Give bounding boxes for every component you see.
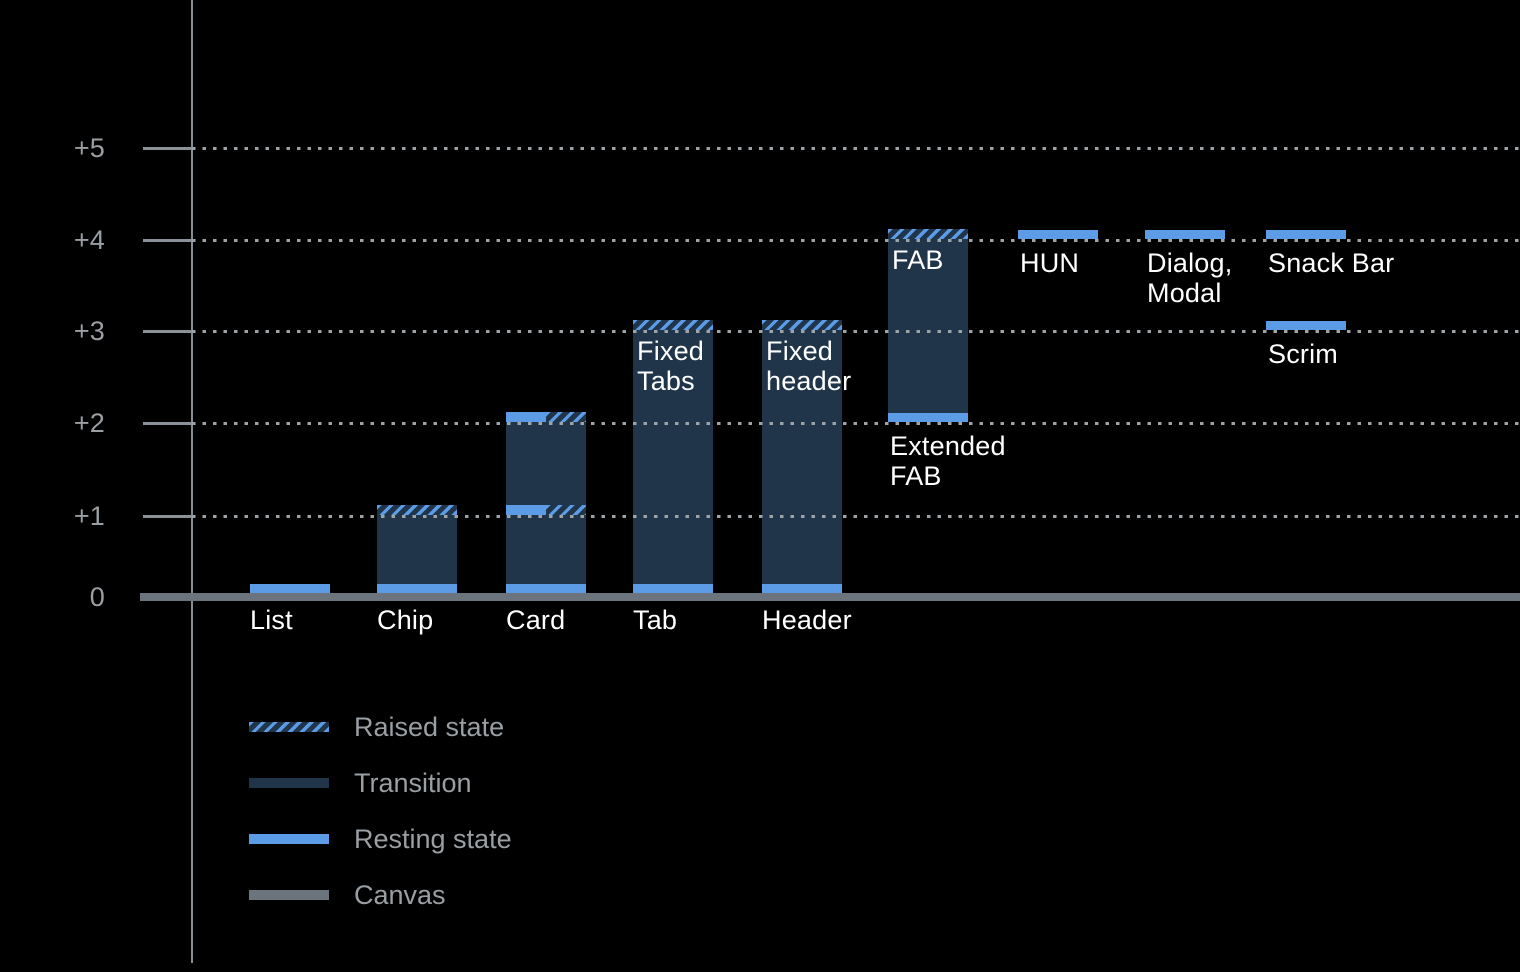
- inner-label-tab: Fixed Tabs: [637, 336, 705, 396]
- y-tick-label: +4: [73, 225, 105, 255]
- below-label-hun: HUN: [1020, 248, 1080, 278]
- canvas-baseline: [140, 593, 1520, 601]
- bar-tab-resting-band: [633, 584, 713, 593]
- legend-row-canvas: Canvas: [249, 880, 512, 910]
- bar-card-raised-cap: [546, 412, 586, 422]
- below-label-scrim: Scrim: [1268, 339, 1338, 369]
- axis-label-card: Card: [506, 605, 566, 635]
- axis-label-header: Header: [762, 605, 852, 635]
- bar-snack-bar-resting-band: [1266, 230, 1346, 239]
- gridline: [192, 239, 1520, 242]
- bar-header-raised-cap: [762, 320, 842, 330]
- inner-label-fab: FAB: [892, 245, 944, 275]
- legend-row-resting: Resting state: [249, 824, 512, 854]
- bar-tab-transition: [633, 330, 713, 593]
- y-tick-mark: [143, 147, 192, 150]
- bar-fab-resting-band: [888, 413, 968, 422]
- legend-label-raised: Raised state: [354, 711, 505, 742]
- bar-hun-resting-band: [1018, 230, 1098, 239]
- gridline: [192, 330, 1520, 333]
- axis-label-list: List: [250, 605, 293, 635]
- bar-scrim-resting-band: [1266, 321, 1346, 330]
- legend-swatch-transition: [249, 778, 329, 788]
- y-tick-label: +2: [73, 408, 105, 438]
- chart-legend: Raised state Transition Resting state Canva…: [249, 712, 512, 936]
- y-tick-mark: [143, 239, 192, 242]
- legend-swatch-raised: [249, 722, 329, 732]
- axis-label-chip: Chip: [377, 605, 434, 635]
- y-tick-label: +5: [73, 133, 105, 163]
- bar-card-raised-band: [546, 505, 586, 515]
- bar-list-resting-band: [250, 584, 330, 593]
- legend-label-resting: Resting state: [354, 823, 512, 854]
- y-tick-label: +3: [73, 316, 105, 346]
- legend-label-canvas: Canvas: [354, 879, 446, 910]
- axis-label-tab: Tab: [633, 605, 678, 635]
- bar-chip-raised-cap: [377, 505, 457, 515]
- bar-header-resting-band: [762, 584, 842, 593]
- legend-label-transition: Transition: [354, 767, 472, 798]
- below-label-dialog-modal: Dialog, Modal: [1147, 248, 1233, 308]
- gridline: [192, 515, 1520, 518]
- bar-header-transition: [762, 330, 842, 593]
- below-label-fab: Extended FAB: [890, 431, 1006, 491]
- gridline: [192, 422, 1520, 425]
- y-tick-label: +1: [73, 501, 105, 531]
- bar-dialog-modal-resting-band: [1145, 230, 1225, 239]
- bar-card-resting-band: [506, 505, 546, 515]
- bar-card-resting-cap: [506, 412, 546, 422]
- below-label-snack-bar: Snack Bar: [1268, 248, 1395, 278]
- y-axis-line: [191, 0, 193, 963]
- inner-label-header: Fixed header: [766, 336, 852, 396]
- y-tick-mark: [143, 330, 192, 333]
- y-tick-mark: [143, 515, 192, 518]
- legend-row-transition: Transition: [249, 768, 512, 798]
- gridline: [192, 147, 1520, 150]
- y-tick-label: 0: [89, 582, 105, 612]
- bar-card-resting-band: [506, 584, 586, 593]
- legend-row-raised: Raised state: [249, 712, 512, 742]
- bar-fab-raised-cap: [888, 229, 968, 239]
- legend-swatch-resting: [249, 834, 329, 844]
- bar-chip-transition: [377, 515, 457, 593]
- y-tick-mark: [143, 422, 192, 425]
- bar-chip-resting-band: [377, 584, 457, 593]
- bar-tab-raised-cap: [633, 320, 713, 330]
- legend-swatch-canvas: [249, 890, 329, 900]
